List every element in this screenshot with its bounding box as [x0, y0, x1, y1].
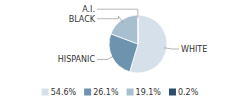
legend-item: 26.1% — [84, 88, 119, 97]
legend-swatch — [42, 89, 49, 96]
legend-item: 0.2% — [169, 88, 199, 97]
legend-swatch — [169, 89, 176, 96]
leader-line — [97, 9, 138, 18]
legend-item: 54.6% — [42, 88, 77, 97]
legend-label: 26.1% — [93, 88, 119, 97]
legend: 54.6% 26.1% 19.1% 0.2% — [42, 88, 199, 97]
slice-label: WHITE — [181, 45, 207, 54]
slice-label: HISPANIC — [58, 55, 96, 64]
legend-label: 19.1% — [136, 88, 162, 97]
pie: WHITE HISPANIC BLACKA.I. — [58, 5, 207, 73]
chart: WHITE HISPANIC BLACKA.I. 54.6% 26.1% 19.1% 0.2… — [0, 0, 240, 100]
leader-line — [97, 16, 123, 22]
slice-label: A.I. — [82, 5, 95, 14]
legend-label: 54.6% — [51, 88, 77, 97]
legend-item: 19.1% — [127, 88, 162, 97]
legend-swatch — [127, 89, 134, 96]
leader-line — [97, 56, 115, 60]
slice-label: BLACK — [69, 15, 96, 24]
leader-line — [164, 48, 179, 49]
legend-label: 0.2% — [178, 88, 199, 97]
pie-slice — [111, 15, 138, 44]
pie-slice — [137, 15, 138, 44]
legend-swatch — [84, 89, 91, 96]
